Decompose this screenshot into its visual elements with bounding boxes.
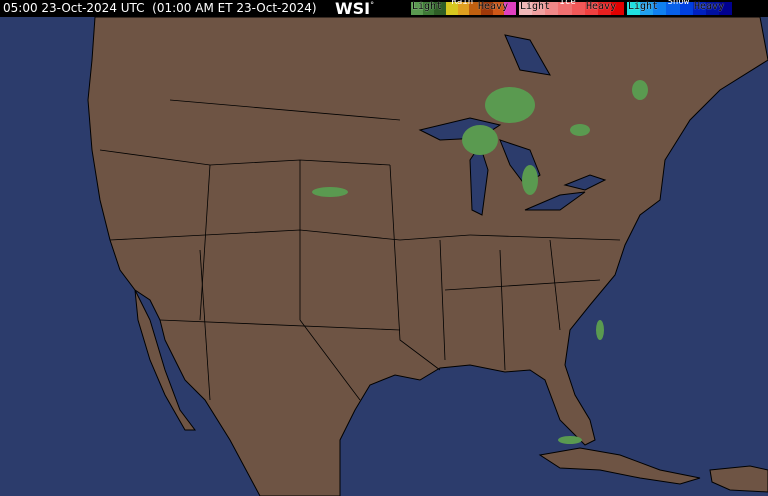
legend-rain-title: Rain: [451, 0, 474, 7]
legend-swatch: [545, 2, 559, 15]
legend-rain-heavy: Heavy: [478, 1, 509, 12]
legend-swatch: [571, 2, 585, 15]
legend-ice-title: Ice: [559, 0, 576, 7]
legend-swatch: [492, 2, 505, 15]
hispaniola: [709, 465, 768, 493]
legend-swatch: [584, 2, 598, 15]
legend-swatch: [446, 2, 458, 15]
legend-swatch: [597, 2, 611, 15]
wsi-logo: WSI°: [335, 0, 375, 18]
legend-swatch: [640, 2, 654, 15]
legend-swatch: [434, 2, 447, 15]
land-north-america: [87, 16, 768, 496]
legend-ice-heavy: Heavy: [586, 1, 617, 12]
legend-swatch: [718, 2, 732, 15]
baja-california: [134, 289, 196, 431]
legend-swatch: [411, 2, 423, 15]
cuba: [538, 447, 701, 485]
legend-swatch: [457, 2, 470, 15]
legend-snow-light: Light: [628, 1, 659, 12]
timestamp: 05:00 23-Oct-2024 UTC (01:00 AM ET 23-Oc…: [3, 1, 317, 15]
legend-rain: [411, 2, 517, 15]
legend-swatch: [504, 2, 517, 15]
legend-ice: [519, 2, 624, 15]
legend-swatch: [519, 2, 533, 15]
legend-swatch: [481, 2, 493, 15]
legend-snow-heavy: Heavy: [694, 1, 725, 12]
legend-swatch: [627, 2, 641, 15]
legend-swatch: [469, 2, 482, 15]
legend-swatch: [532, 2, 546, 15]
legend-swatch: [679, 2, 693, 15]
legend-rain-light: Light: [412, 1, 443, 12]
state-borders: [99, 99, 621, 401]
legend-swatch: [422, 2, 435, 15]
legend-swatch: [666, 2, 680, 15]
legend-swatch: [653, 2, 667, 15]
legend-swatch: [692, 2, 706, 15]
legend-snow-title: Snow: [667, 0, 690, 7]
great-lakes: [418, 34, 607, 216]
legend-swatch: [705, 2, 719, 15]
legend-swatch: [610, 2, 624, 15]
legend-swatch: [558, 2, 572, 15]
precipitation-echoes: [312, 80, 648, 444]
legend-ice-light: Light: [520, 1, 551, 12]
legend-snow: [627, 2, 732, 15]
